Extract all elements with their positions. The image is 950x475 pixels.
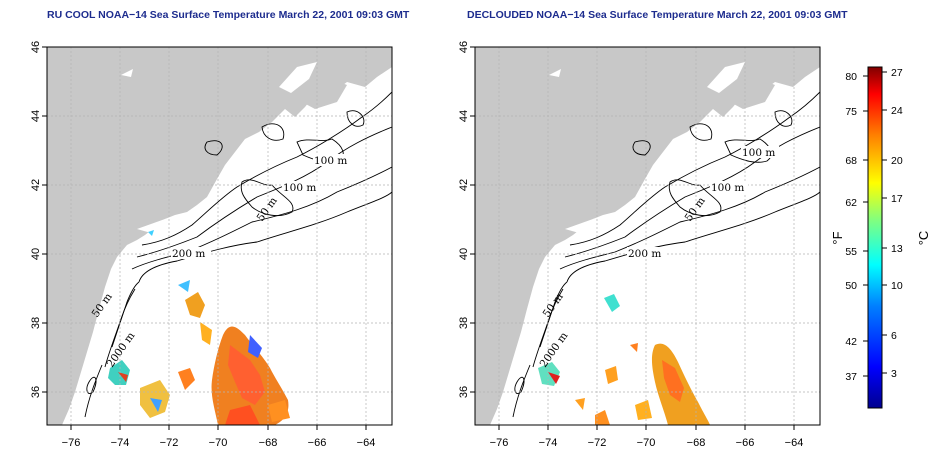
colorbar-c-tick: 24 <box>891 105 903 117</box>
colorbar-f-tick: 37 <box>845 371 857 383</box>
right-tick-marks <box>470 46 795 430</box>
colorbar-f-tick: 55 <box>845 246 857 258</box>
colorbar-gradient <box>867 66 883 409</box>
left-grid <box>47 47 392 425</box>
left-tick-marks <box>42 46 367 430</box>
left-lon-tick: −70 <box>209 437 228 449</box>
colorbar-c-tick: 6 <box>891 330 897 342</box>
left-contour-label: 100 m <box>314 155 347 167</box>
right-lon-tick: −72 <box>588 437 607 449</box>
left-contour-label: 200 m <box>172 248 205 260</box>
right-lat-tick: 36 <box>458 386 470 398</box>
left-map-title: RU COOL NOAA−14 Sea Surface Temperature … <box>47 9 410 21</box>
right-lat-tick: 40 <box>458 248 470 260</box>
right-contour-label: 200 m <box>628 248 661 260</box>
left-lon-tick: −68 <box>259 437 278 449</box>
left-lat-tick: 36 <box>30 386 42 398</box>
right-lon-tick: −64 <box>785 437 804 449</box>
colorbar-c-tick: 27 <box>891 67 903 79</box>
colorbar-c-tick: 3 <box>891 368 897 380</box>
colorbar-fahrenheit-unit: °F <box>830 231 845 244</box>
right-lon-tick: −66 <box>736 437 755 449</box>
left-lon-tick: −72 <box>160 437 179 449</box>
right-lon-tick: −70 <box>637 437 656 449</box>
colorbar-ticks <box>863 71 887 377</box>
right-lat-tick: 38 <box>458 317 470 329</box>
right-contour-label: 100 m <box>742 147 775 159</box>
right-lon-tick: −76 <box>490 437 509 449</box>
right-map-title: DECLOUDED NOAA−14 Sea Surface Temperatur… <box>467 9 848 21</box>
left-lon-tick: −74 <box>111 437 130 449</box>
colorbar-c-tick: 20 <box>891 155 903 167</box>
right-map-frame <box>474 46 821 426</box>
colorbar-f-tick: 42 <box>845 336 857 348</box>
left-sst-patches <box>108 230 290 425</box>
colorbar-f-tick: 68 <box>845 155 857 167</box>
left-lon-tick: −66 <box>308 437 327 449</box>
right-lat-tick: 46 <box>458 41 470 53</box>
colorbar-f-tick: 50 <box>845 280 857 292</box>
left-lat-tick: 42 <box>30 179 42 191</box>
left-map-panel: 100 m 100 m 50 m 200 m 50 m 2000 m −76 −… <box>30 41 393 449</box>
left-lat-tick: 44 <box>30 110 42 122</box>
right-lat-tick: 44 <box>458 110 470 122</box>
right-lat-tick: 42 <box>458 179 470 191</box>
colorbar-c-tick: 17 <box>891 193 903 205</box>
temperature-colorbar: 80 75 68 62 55 50 42 37 27 24 20 17 13 1… <box>830 66 931 409</box>
colorbar-c-tick: 13 <box>891 243 903 255</box>
left-lat-tick: 38 <box>30 317 42 329</box>
left-lon-tick: −76 <box>62 437 81 449</box>
right-lon-tick: −68 <box>687 437 706 449</box>
colorbar-c-tick: 10 <box>891 280 903 292</box>
left-lon-tick: −64 <box>357 437 376 449</box>
colorbar-f-tick: 75 <box>845 106 857 118</box>
right-contour-label: 100 m <box>711 182 744 194</box>
left-contour-label: 100 m <box>283 182 316 194</box>
left-lat-tick: 40 <box>30 248 42 260</box>
colorbar-f-tick: 80 <box>845 71 857 83</box>
colorbar-celsius-unit: °C <box>916 231 931 246</box>
right-map-panel: 100 m 100 m 50 m 200 m 50 m 2000 m −76 −… <box>458 41 821 449</box>
right-sst-patches <box>538 294 710 425</box>
colorbar-f-tick: 62 <box>845 197 857 209</box>
left-lat-tick: 46 <box>30 41 42 53</box>
right-lon-tick: −74 <box>539 437 558 449</box>
left-map-frame <box>46 46 393 426</box>
